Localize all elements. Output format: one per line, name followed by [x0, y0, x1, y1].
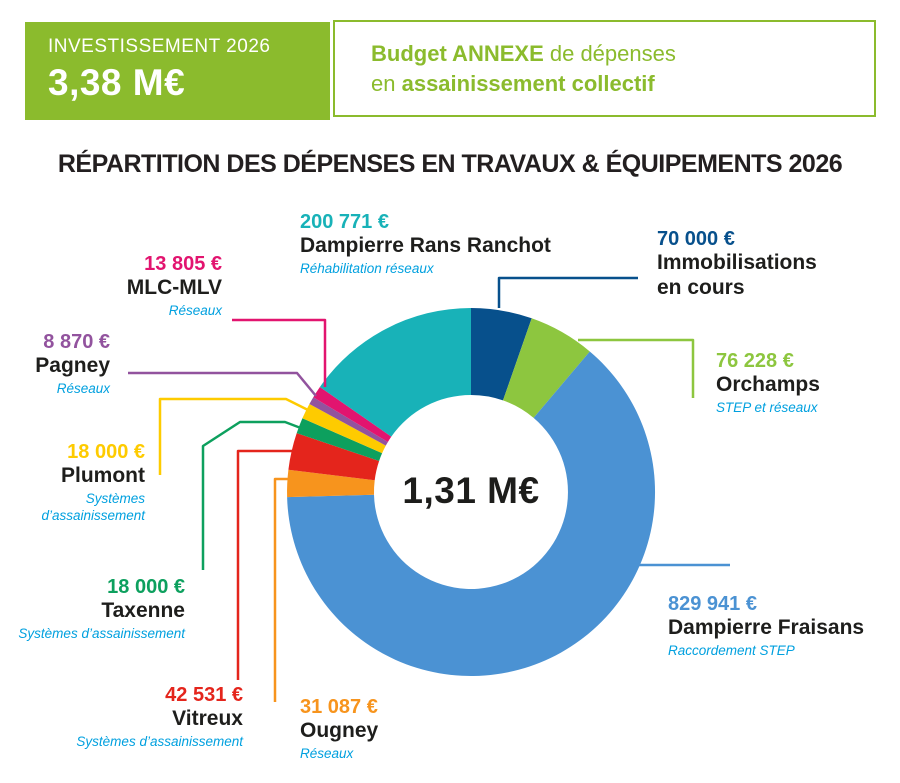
label-name: Dampierre Rans Ranchot: [300, 234, 551, 257]
label-value: 70 000 €: [657, 228, 735, 250]
leader-line-orchamps: [578, 338, 695, 398]
donut-slice-ougney: [287, 469, 375, 498]
label-value: 42 531 €: [165, 684, 243, 706]
label-immobilisations-en-cours: 70 000 € Immobilisations en cours: [657, 227, 817, 301]
label-mlc-mlv: 13 805 € MLC-MLV Réseaux: [127, 252, 222, 320]
label-ougney: 31 087 € Ougney Réseaux: [300, 695, 378, 763]
investment-amount: 3,38 M€: [48, 62, 186, 103]
label-subtitle: Systèmes d’assainissement: [18, 625, 185, 641]
donut-slice-vitreux: [288, 433, 380, 481]
label-subtitle: Systèmes d’assainissement: [41, 490, 145, 523]
donut-slice-mlc-mlv: [313, 387, 392, 442]
label-subtitle: Systèmes d’assainissement: [76, 733, 243, 749]
leader-line-vitreux: [236, 449, 295, 680]
label-name: Taxenne: [101, 599, 185, 622]
leader-line-ougney: [273, 477, 290, 702]
label-dampierre-rans-ranchot: 200 771 € Dampierre Rans Ranchot Réhabil…: [300, 210, 551, 278]
label-vitreux: 42 531 € Vitreux Systèmes d’assainisseme…: [76, 683, 243, 751]
label-value: 8 870 €: [43, 331, 110, 353]
label-subtitle: Réseaux: [56, 380, 110, 396]
label-name: Pagney: [35, 354, 110, 377]
donut-slice-pagney: [309, 397, 388, 446]
label-name: Orchamps: [716, 373, 820, 396]
label-value: 200 771 €: [300, 211, 389, 233]
label-subtitle: Réseaux: [300, 745, 354, 761]
budget-bold-1: Budget ANNEXE: [371, 40, 544, 66]
label-name: MLC-MLV: [126, 276, 222, 299]
leader-line-immobilisations-en-cours: [497, 276, 638, 308]
donut-center-total: 1,31 M€: [402, 470, 540, 511]
label-value: 76 228 €: [716, 350, 794, 372]
label-subtitle: Raccordement STEP: [668, 642, 795, 658]
label-subtitle: Réhabilitation réseaux: [300, 260, 434, 276]
label-name: Vitreux: [172, 707, 243, 730]
label-name: Plumont: [61, 464, 145, 487]
chart-title: RÉPARTITION DES DÉPENSES EN TRAVAUX & ÉQ…: [57, 150, 843, 178]
budget-annexe-box: Budget ANNEXE de dépenses en assainissem…: [333, 20, 876, 117]
label-value: 13 805 €: [144, 253, 222, 275]
budget-line-1: Budget ANNEXE de dépenses: [371, 39, 874, 69]
budget-rest-1: de dépenses: [543, 40, 676, 66]
leader-line-plumont: [158, 397, 311, 475]
label-dampierre-fraisans: 829 941 € Dampierre Fraisans Raccordemen…: [668, 592, 864, 660]
label-value: 829 941 €: [668, 593, 757, 615]
label-name: Dampierre Fraisans: [668, 616, 865, 639]
donut-slice-immobilisations-en-cours: [471, 308, 532, 401]
leader-line-pagney: [128, 371, 317, 397]
label-name: Ougney: [300, 719, 379, 742]
donut-slice-plumont: [302, 404, 386, 454]
label-value: 31 087 €: [300, 696, 378, 718]
donut-slice-dampierre-fraisans: [287, 351, 656, 677]
budget-line-2: en assainissement collectif: [371, 69, 874, 99]
label-pagney: 8 870 € Pagney Réseaux: [35, 330, 110, 398]
label-subtitle: STEP et réseaux: [716, 399, 818, 415]
label-orchamps: 76 228 € Orchamps STEP et réseaux: [716, 349, 820, 417]
donut-slice-orchamps: [503, 318, 590, 418]
label-name: Immobilisations en cours: [657, 251, 817, 299]
label-plumont: 18 000 € Plumont Systèmes d’assainisseme…: [41, 440, 145, 525]
budget-prefix-2: en: [371, 70, 402, 96]
donut-slice-dampierre-rans-ranchot: [319, 308, 471, 437]
investment-banner: INVESTISSEMENT 2026 3,38 M€: [25, 22, 330, 120]
donut-slice-taxenne: [296, 418, 383, 461]
budget-bold-2: assainissement collectif: [401, 70, 655, 96]
label-value: 18 000 €: [67, 441, 145, 463]
leader-line-mlc-mlv: [232, 318, 327, 387]
label-taxenne: 18 000 € Taxenne Systèmes d’assainisseme…: [18, 575, 185, 643]
label-subtitle: Réseaux: [168, 302, 222, 318]
label-value: 18 000 €: [107, 576, 185, 598]
leader-line-taxenne: [201, 420, 307, 570]
investment-label: INVESTISSEMENT 2026: [48, 36, 271, 57]
